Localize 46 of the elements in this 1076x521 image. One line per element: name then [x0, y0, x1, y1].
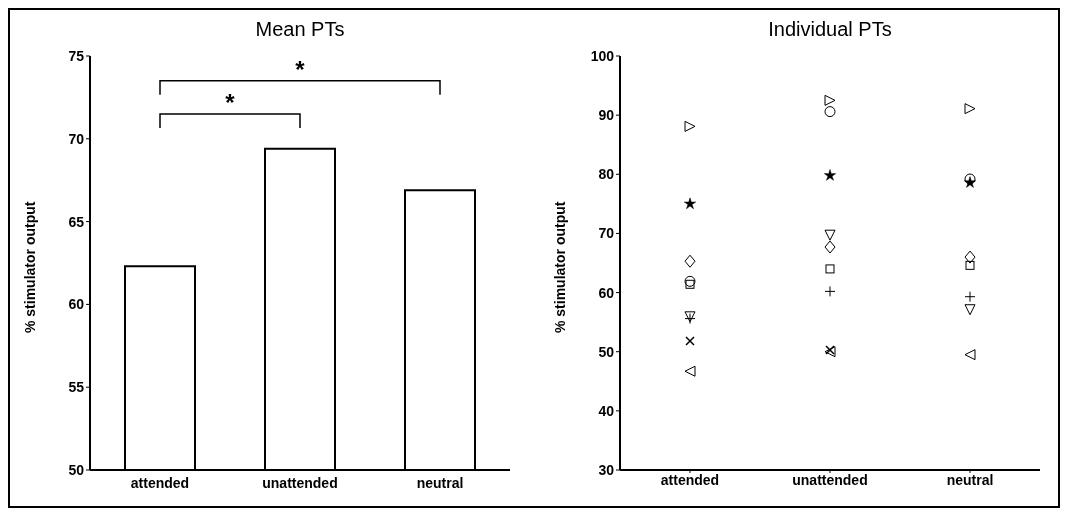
point [684, 120, 696, 132]
chart-title: Individual PTs [767, 18, 893, 41]
point [964, 349, 976, 361]
point [824, 229, 836, 241]
point [964, 304, 976, 316]
chart-title: Mean PTs [254, 18, 346, 41]
point [964, 291, 976, 303]
y-tick-label: 75 [68, 47, 85, 64]
y-axis-title: % stimulator output [21, 201, 38, 333]
x-tick-label: unattended [792, 471, 868, 488]
y-tick-label: 55 [68, 379, 85, 396]
annotation: * [225, 88, 236, 116]
y-tick-label: 65 [68, 213, 85, 230]
point [685, 336, 695, 346]
y-tick-label: 80 [598, 166, 615, 183]
y-tick-label: 50 [598, 343, 615, 360]
y-tick-label: 60 [68, 296, 85, 313]
point [964, 250, 976, 264]
x-tick-label: neutral [946, 471, 994, 488]
point [684, 275, 696, 287]
point [965, 260, 975, 270]
y-tick-label: 50 [68, 461, 85, 478]
point [684, 365, 696, 377]
point [825, 264, 835, 274]
annotation: * [295, 55, 306, 83]
y-tick-label: 100 [590, 47, 615, 64]
x-tick-label: attended [130, 474, 190, 491]
point [824, 169, 836, 181]
x-tick-label: attended [660, 471, 720, 488]
x-tick-label: unattended [262, 474, 338, 491]
point [824, 240, 836, 254]
y-tick-label: 70 [68, 130, 85, 147]
point [824, 106, 836, 118]
y-axis-title: % stimulator output [551, 201, 568, 333]
point [964, 103, 976, 115]
point [684, 254, 696, 268]
point [824, 94, 836, 106]
y-tick-label: 40 [598, 402, 615, 419]
x-tick-label: neutral [416, 474, 464, 491]
point [684, 197, 696, 209]
point [685, 279, 695, 289]
y-tick-label: 70 [598, 225, 615, 242]
y-tick-label: 30 [598, 461, 615, 478]
point [824, 285, 836, 297]
y-tick-label: 90 [598, 107, 615, 124]
y-tick-label: 60 [598, 284, 615, 301]
